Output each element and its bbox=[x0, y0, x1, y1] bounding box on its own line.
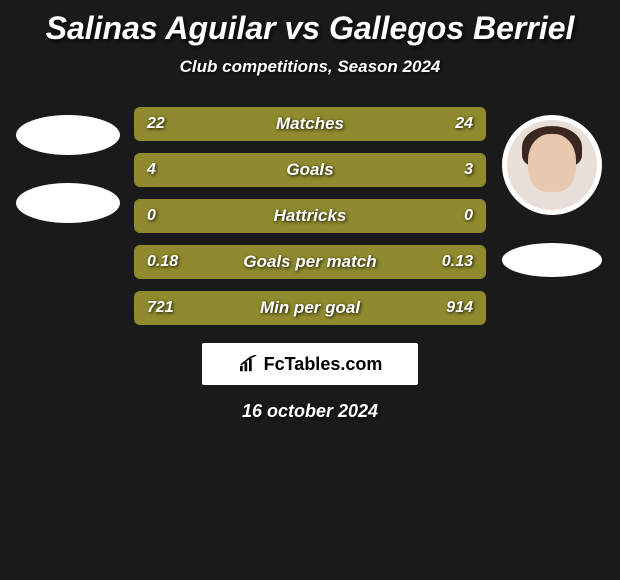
chart-icon bbox=[238, 355, 260, 373]
stat-label: Hattricks bbox=[274, 206, 347, 226]
stat-value-left: 0 bbox=[147, 207, 156, 225]
stat-fill-right bbox=[335, 154, 486, 186]
stat-value-left: 0.18 bbox=[147, 253, 178, 271]
stat-value-left: 22 bbox=[147, 115, 165, 133]
stat-value-right: 24 bbox=[455, 115, 473, 133]
stat-bar-goals: 4 Goals 3 bbox=[134, 153, 486, 187]
stat-bar-goals-per-match: 0.18 Goals per match 0.13 bbox=[134, 245, 486, 279]
stat-bar-min-per-goal: 721 Min per goal 914 bbox=[134, 291, 486, 325]
comparison-card: Salinas Aguilar vs Gallegos Berriel Club… bbox=[0, 0, 620, 422]
player-right-club-logo bbox=[502, 243, 602, 277]
stat-label: Goals per match bbox=[243, 252, 376, 272]
stat-label: Matches bbox=[276, 114, 344, 134]
stat-bar-hattricks: 0 Hattricks 0 bbox=[134, 199, 486, 233]
stat-value-right: 0.13 bbox=[442, 253, 473, 271]
player-right-column bbox=[492, 107, 612, 277]
stat-label: Min per goal bbox=[260, 298, 360, 318]
player-left-club-logo bbox=[16, 183, 120, 223]
player-left-column bbox=[8, 107, 128, 223]
stats-column: 22 Matches 24 4 Goals 3 0 Hattricks 0 bbox=[128, 107, 492, 325]
stat-value-right: 0 bbox=[464, 207, 473, 225]
stat-value-right: 3 bbox=[464, 161, 473, 179]
stat-bar-matches: 22 Matches 24 bbox=[134, 107, 486, 141]
player-right-avatar bbox=[502, 115, 602, 215]
brand-text: FcTables.com bbox=[264, 354, 383, 375]
stat-value-right: 914 bbox=[446, 299, 473, 317]
date-text: 16 october 2024 bbox=[242, 401, 378, 422]
stat-label: Goals bbox=[286, 160, 333, 180]
stat-value-left: 721 bbox=[147, 299, 174, 317]
content-row: 22 Matches 24 4 Goals 3 0 Hattricks 0 bbox=[0, 107, 620, 325]
stat-value-left: 4 bbox=[147, 161, 156, 179]
page-title: Salinas Aguilar vs Gallegos Berriel bbox=[46, 10, 575, 47]
subtitle: Club competitions, Season 2024 bbox=[180, 57, 441, 77]
player-left-avatar bbox=[16, 115, 120, 155]
branding-box[interactable]: FcTables.com bbox=[202, 343, 418, 385]
